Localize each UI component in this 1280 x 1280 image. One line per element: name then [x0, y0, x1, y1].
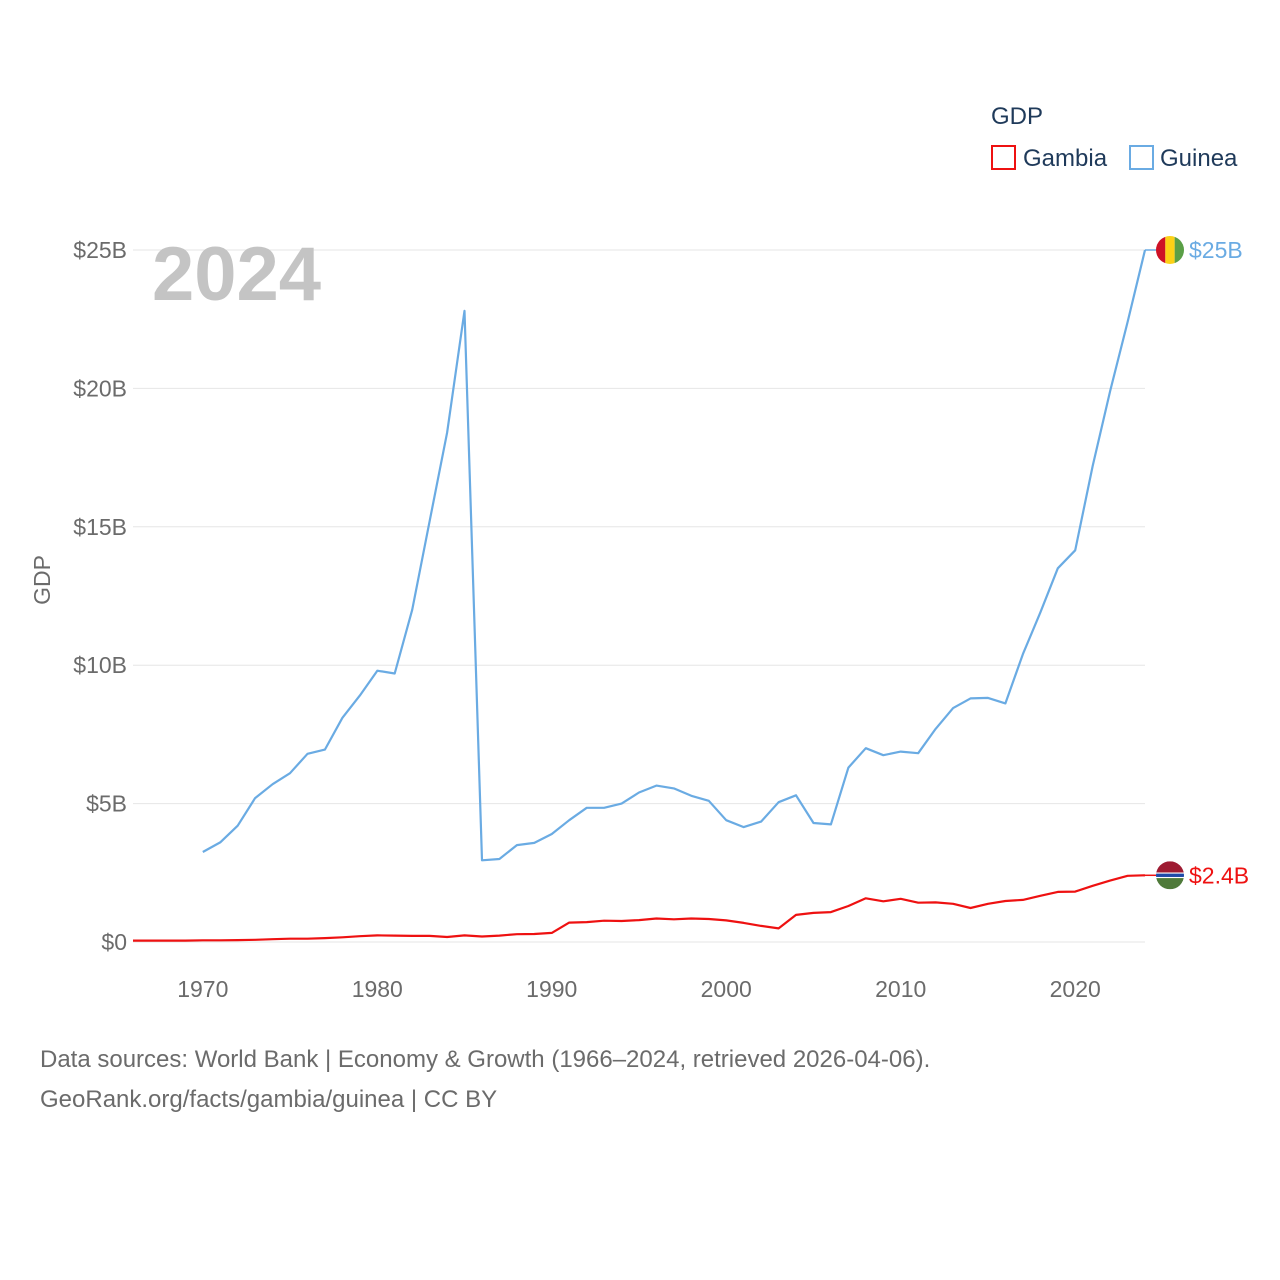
x-tick-label: 1990	[526, 976, 577, 1002]
flag-stripe-green	[1174, 236, 1184, 264]
x-tick-label: 1970	[177, 976, 228, 1002]
end-value-label-gambia: $2.4B	[1189, 862, 1249, 888]
end-value-label-guinea: $25B	[1189, 237, 1243, 263]
y-axis-title: GDP	[29, 555, 55, 605]
legend-label-gambia[interactable]: Gambia	[1023, 145, 1108, 172]
series-end-markers: $2.4B $25B	[1145, 236, 1249, 890]
guinea-flag-icon	[1156, 236, 1184, 264]
flag-stripe-blue	[1156, 873, 1184, 877]
series-line-gambia	[133, 874, 1146, 942]
legend-swatch-guinea[interactable]	[1129, 145, 1154, 170]
x-tick-label: 2020	[1050, 976, 1101, 1002]
flag-stripes	[1156, 236, 1184, 264]
x-tick-label: 1980	[352, 976, 403, 1002]
series-line-guinea	[202, 249, 1147, 862]
flag-stripe-green	[1156, 878, 1184, 890]
y-tick-label: $25B	[73, 237, 127, 263]
gambia-flag-icon	[1156, 861, 1184, 890]
x-tick-label: 2010	[875, 976, 926, 1002]
footer-sources: Data sources: World Bank | Economy & Gro…	[40, 1046, 931, 1073]
footer-attribution: GeoRank.org/facts/gambia/guinea | CC BY	[40, 1086, 498, 1113]
legend-swatch-gambia[interactable]	[991, 145, 1016, 170]
flag-stripe-yellow	[1165, 236, 1175, 264]
footer: Data sources: World Bank | Economy & Gro…	[40, 1040, 930, 1120]
grid-lines	[133, 249, 1145, 943]
gdp-line-chart: $0 $5B $10B $15B $20B $25B 1970 1980 1990 2000 20…	[29, 103, 1249, 1002]
y-tick-label: $10B	[73, 652, 127, 678]
y-tick-label: $0	[101, 929, 127, 955]
series-lines	[133, 249, 1147, 942]
current-year-label: 2024	[152, 232, 321, 317]
x-axis-ticks: 1970 1980 1990 2000 2010 2020	[177, 976, 1101, 1002]
legend: GDP Gambia Guinea	[991, 103, 1238, 172]
y-tick-label: $5B	[86, 791, 127, 817]
y-tick-label: $20B	[73, 375, 127, 401]
x-tick-label: 2000	[701, 976, 752, 1002]
legend-title: GDP	[991, 103, 1043, 130]
flag-stripe-red	[1156, 236, 1166, 264]
flag-stripe-red	[1156, 861, 1184, 873]
y-axis-ticks: $0 $5B $10B $15B $20B $25B	[73, 237, 127, 955]
y-tick-label: $15B	[73, 514, 127, 540]
flag-stripes	[1156, 861, 1184, 890]
legend-label-guinea[interactable]: Guinea	[1160, 145, 1238, 172]
